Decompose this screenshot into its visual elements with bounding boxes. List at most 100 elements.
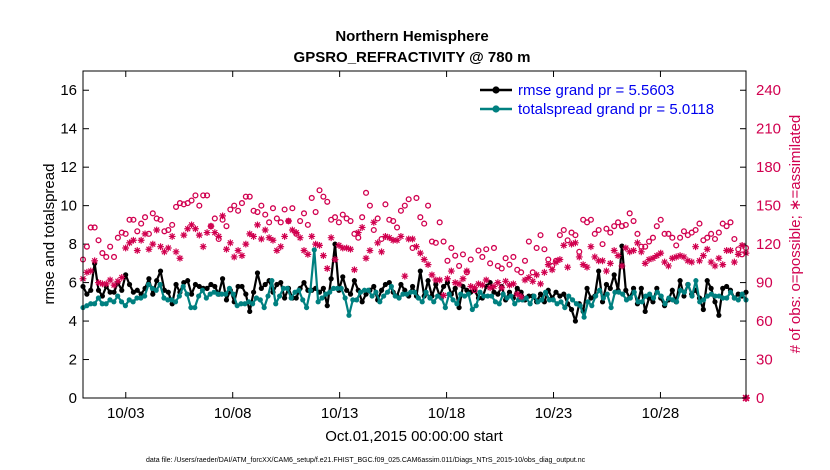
- obs-possible-marker: [657, 216, 664, 223]
- data-point: [242, 301, 248, 307]
- data-point: [639, 299, 645, 305]
- obs-assimilated-marker: [467, 283, 475, 290]
- data-point: [427, 295, 433, 301]
- data-point: [359, 299, 365, 305]
- data-point: [539, 297, 545, 303]
- data-point: [292, 289, 298, 295]
- data-point: [303, 304, 310, 311]
- x-tick-label: 10/08: [214, 405, 252, 422]
- obs-assimilated-marker: [676, 252, 684, 260]
- data-point: [99, 293, 105, 299]
- obs-possible-marker: [192, 192, 199, 199]
- obs-assimilated-marker: [552, 258, 560, 266]
- obs-possible-marker: [677, 234, 684, 241]
- data-point: [357, 289, 364, 295]
- data-point: [577, 303, 583, 309]
- data-point: [361, 287, 367, 293]
- obs-assimilated-marker: [133, 247, 141, 254]
- y-tick-label: 2: [69, 352, 77, 369]
- obs-assimilated-marker: [459, 275, 467, 283]
- obs-possible-marker: [281, 206, 288, 213]
- obs-possible-marker: [188, 197, 195, 204]
- data-point: [261, 304, 267, 311]
- x-tick-label: 10/18: [428, 405, 466, 422]
- data-point: [495, 291, 501, 297]
- obs-assimilated-marker: [277, 243, 285, 251]
- obs-assimilated-marker: [595, 257, 603, 265]
- obs-assimilated-marker: [257, 235, 265, 243]
- obs-assimilated-marker: [587, 243, 595, 251]
- obs-assimilated-marker: [378, 248, 385, 256]
- obs-possible-marker: [289, 205, 296, 212]
- data-point: [192, 304, 198, 311]
- obs-assimilated-marker: [506, 281, 513, 289]
- data-point: [568, 306, 575, 313]
- obs-possible-marker: [533, 244, 540, 252]
- obs-possible-marker: [483, 246, 490, 253]
- data-point: [246, 299, 252, 305]
- data-point: [425, 278, 431, 284]
- data-point: [107, 297, 113, 303]
- obs-possible-marker: [297, 217, 304, 225]
- data-point: [115, 293, 121, 299]
- obs-possible-marker: [521, 257, 529, 264]
- data-point: [724, 283, 730, 290]
- obs-possible-marker: [110, 253, 118, 260]
- data-point: [650, 295, 657, 301]
- obs-assimilated-marker: [486, 284, 494, 292]
- obs-possible-marker: [99, 250, 106, 257]
- obs-possible-marker: [134, 228, 141, 235]
- obs-possible-marker: [603, 225, 610, 232]
- data-point: [180, 283, 186, 290]
- y-axis-label: rmse and totalspread: [41, 164, 58, 305]
- data-point: [130, 289, 136, 295]
- obs-possible-marker: [425, 202, 432, 209]
- obs-assimilated-marker: [471, 284, 478, 292]
- data-point: [301, 279, 307, 286]
- data-point: [328, 276, 334, 282]
- obs-assimilated-marker: [106, 276, 114, 284]
- obs-possible-marker: [370, 226, 377, 234]
- data-point: [531, 293, 537, 299]
- data-point: [423, 289, 429, 295]
- obs-possible-marker: [300, 210, 308, 217]
- obs-possible-marker: [498, 265, 505, 272]
- obs-assimilated-marker: [525, 274, 533, 281]
- data-point: [704, 293, 711, 299]
- data-point: [409, 283, 416, 290]
- data-point: [631, 289, 637, 295]
- obs-possible-marker: [661, 230, 668, 237]
- data-point: [342, 295, 348, 301]
- data-point: [211, 289, 217, 295]
- obs-assimilated-marker: [517, 293, 525, 301]
- y2-tick-label: 30: [756, 352, 773, 369]
- obs-possible-marker: [556, 232, 563, 239]
- data-point: [247, 308, 253, 315]
- obs-assimilated-marker: [366, 247, 374, 254]
- data-point: [546, 297, 553, 303]
- obs-possible-marker: [649, 234, 656, 241]
- data-point: [581, 314, 587, 320]
- obs-possible-marker: [103, 253, 110, 260]
- obs-assimilated-marker: [591, 253, 599, 261]
- data-point: [685, 281, 691, 288]
- data-point: [440, 283, 447, 290]
- obs-assimilated-marker: [641, 259, 649, 267]
- obs-assimilated-marker: [114, 277, 122, 285]
- data-point: [119, 287, 125, 293]
- obs-assimilated-marker: [385, 234, 393, 242]
- obs-assimilated-marker: [273, 247, 281, 254]
- obs-possible-marker: [107, 243, 114, 250]
- obs-assimilated-marker: [168, 233, 176, 240]
- data-point: [145, 281, 152, 288]
- obs-assimilated-marker: [300, 247, 308, 254]
- data-point: [396, 295, 402, 301]
- obs-possible-marker: [715, 229, 722, 236]
- obs-possible-marker: [211, 215, 218, 222]
- obs-assimilated-marker: [312, 240, 320, 248]
- obs-possible-marker: [541, 246, 548, 253]
- data-point: [627, 295, 633, 301]
- obs-assimilated-marker: [230, 253, 238, 261]
- data-point: [157, 281, 163, 288]
- obs-possible-marker: [126, 216, 133, 223]
